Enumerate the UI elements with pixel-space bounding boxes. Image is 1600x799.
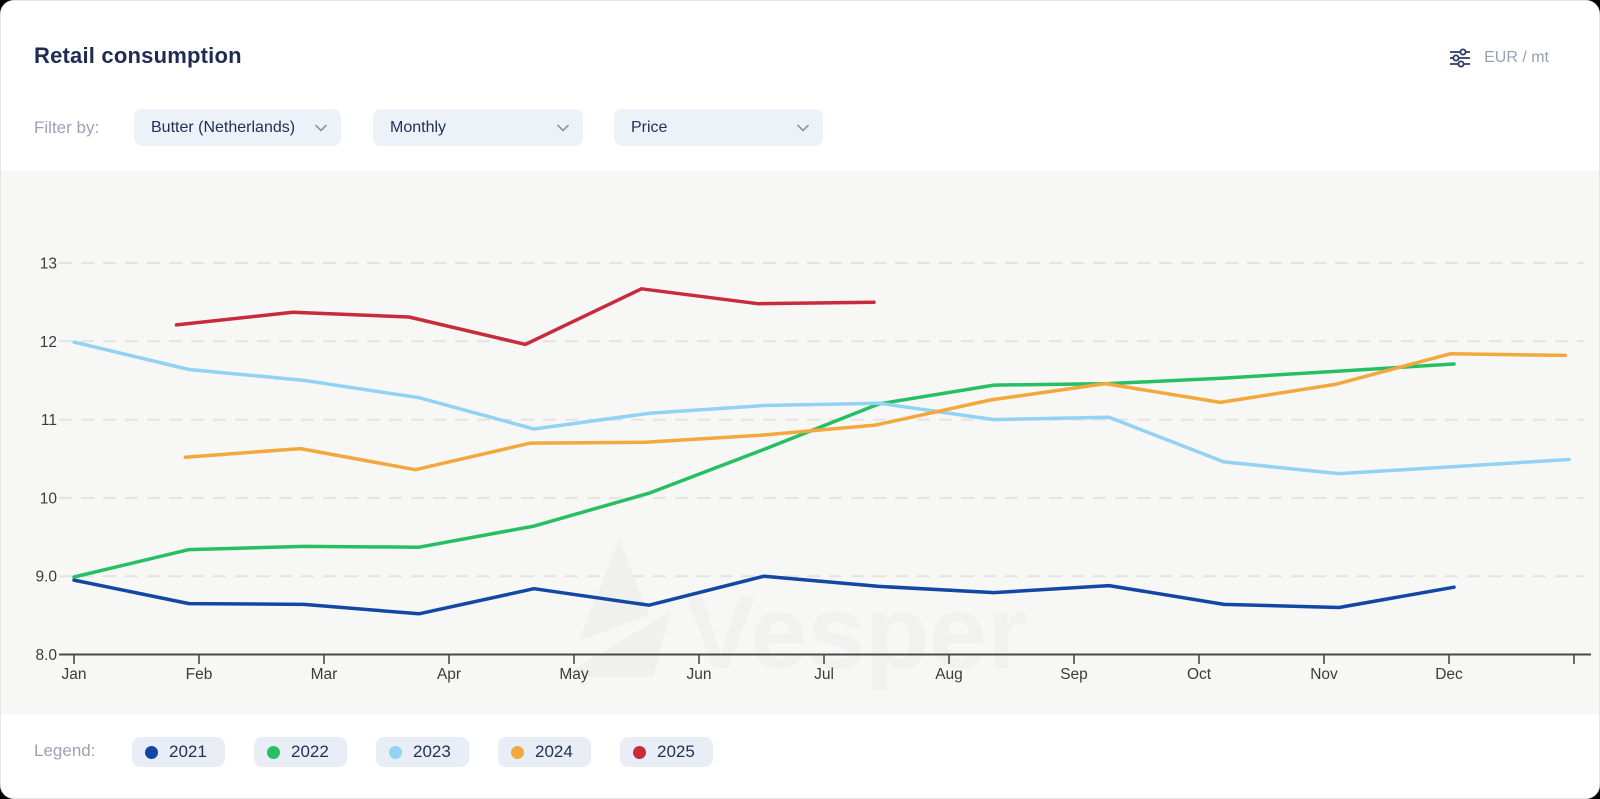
chart-area: Vesper Jan Feb Mar Apr May Jun Jul Aug Sep Oct Nov D… [1,171,1599,714]
dropdown-product[interactable]: Butter (Netherlands) [134,109,341,146]
legend-dot-2024 [511,745,524,759]
legend-year-label: 2025 [657,742,695,761]
filter-by-label: Filter by: [34,118,100,137]
line-chart: Vesper Jan Feb Mar Apr May Jun Jul Aug Sep Oct Nov D… [35,256,1591,691]
svg-text:Apr: Apr [437,666,461,683]
legend-item-2022[interactable]: 2022 [254,737,347,767]
dropdown-metric-value: Price [631,118,668,136]
legend-dot-2022 [267,745,280,759]
legend-year-label: 2022 [291,742,329,761]
chevron-down-icon [315,124,327,132]
svg-text:Vesper: Vesper [686,575,1027,691]
svg-text:May: May [559,666,589,683]
svg-text:10: 10 [40,490,58,507]
legend-item-2025[interactable]: 2025 [620,737,713,767]
legend-dot-2025 [633,745,646,759]
dropdown-product-value: Butter (Netherlands) [151,118,296,136]
dropdown-frequency[interactable]: Monthly [373,109,583,146]
legend-bar: Legend: 2021 2022 2023 2024 2025 [1,714,1599,798]
legend-item-2021[interactable]: 2021 [132,737,225,767]
chevron-down-icon [797,124,809,132]
svg-text:11: 11 [41,412,57,429]
legend-dot-2023 [389,745,402,759]
svg-text:Dec: Dec [1435,666,1463,683]
dropdown-frequency-value: Monthly [390,118,447,136]
svg-text:13: 13 [40,256,57,273]
svg-text:Sep: Sep [1060,666,1088,683]
svg-text:8.0: 8.0 [35,647,57,664]
svg-text:9.0: 9.0 [35,569,57,586]
sliders-icon[interactable] [1449,48,1471,68]
svg-text:Mar: Mar [311,666,338,683]
unit-label: EUR / mt [1484,49,1549,66]
legend-item-2023[interactable]: 2023 [376,737,469,767]
dropdown-metric[interactable]: Price [614,109,823,146]
svg-text:Jan: Jan [62,666,87,683]
svg-text:Nov: Nov [1310,666,1338,683]
header: Retail consumption EUR / mt Filter by: [1,1,1599,171]
svg-text:Feb: Feb [186,666,213,683]
legend-dot-2021 [145,745,158,759]
svg-text:Aug: Aug [935,666,963,683]
svg-text:Oct: Oct [1187,666,1212,683]
page-title: Retail consumption [34,43,242,68]
legend-year-label: 2023 [413,742,451,761]
svg-text:Jul: Jul [814,666,834,683]
legend-item-2024[interactable]: 2024 [498,737,591,767]
legend-year-label: 2024 [535,742,573,761]
svg-text:12: 12 [40,334,57,351]
legend-year-label: 2021 [169,742,207,761]
legend-label: Legend: [34,741,96,760]
chevron-down-icon [557,124,569,132]
unit-switcher[interactable]: EUR / mt [1449,48,1549,68]
filter-bar: Filter by: Butter (Netherlands) Monthly … [1,109,1599,146]
svg-text:Jun: Jun [687,666,712,683]
